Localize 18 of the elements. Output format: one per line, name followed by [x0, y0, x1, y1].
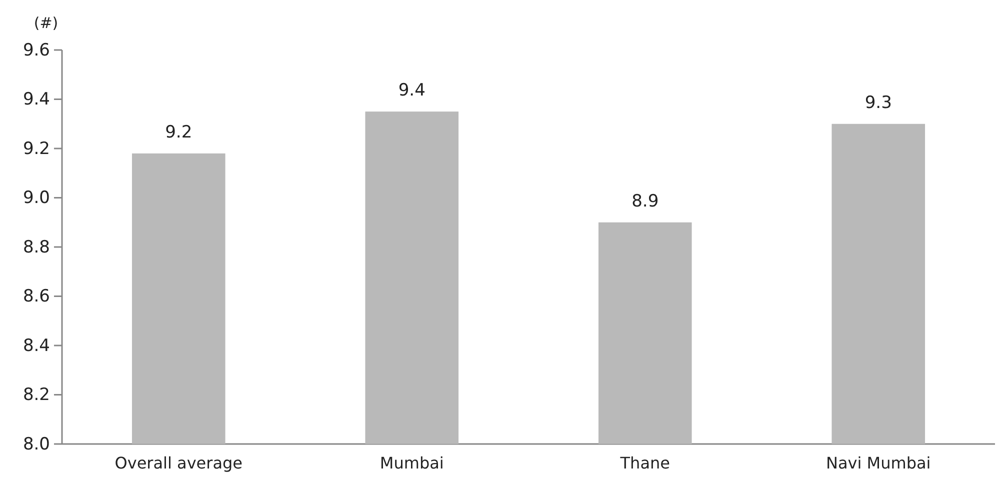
y-tick-label: 9.4	[22, 90, 50, 110]
data-label: 9.2	[165, 122, 192, 142]
y-tick-label: 8.0	[22, 434, 50, 454]
y-tick-label: 8.4	[22, 336, 50, 356]
y-tick-label: 9.6	[22, 40, 50, 60]
data-label: 9.3	[864, 92, 892, 113]
x-tick-label: Mumbai	[380, 454, 444, 473]
y-tick-label: 8.6	[22, 286, 50, 307]
x-tick-label: Overall average	[114, 454, 243, 473]
y-tick-label: 9.2	[22, 138, 50, 159]
data-label: 8.9	[632, 191, 659, 212]
y-tick-label: 9.0	[22, 188, 50, 208]
y-tick-label: 8.2	[22, 385, 50, 406]
x-tick-label: Navi Mumbai	[826, 454, 931, 473]
y-tick-label: 8.8	[22, 237, 50, 258]
x-tick-label: Thane	[619, 454, 670, 473]
y-axis-title: (#)	[34, 14, 58, 32]
data-label: 9.4	[398, 80, 426, 101]
